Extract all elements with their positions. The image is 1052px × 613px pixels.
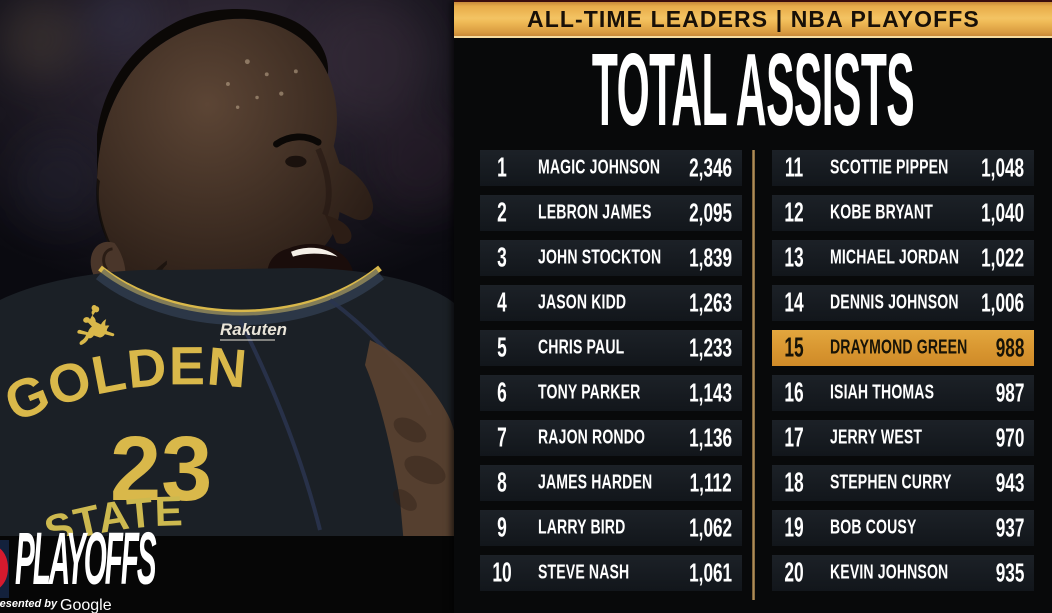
svg-text:Rakuten: Rakuten	[220, 320, 287, 339]
svg-text:Presented by: Presented by	[0, 598, 58, 610]
svg-text:PLAYOFFS: PLAYOFFS	[15, 517, 156, 600]
svg-text:Google: Google	[60, 597, 112, 613]
